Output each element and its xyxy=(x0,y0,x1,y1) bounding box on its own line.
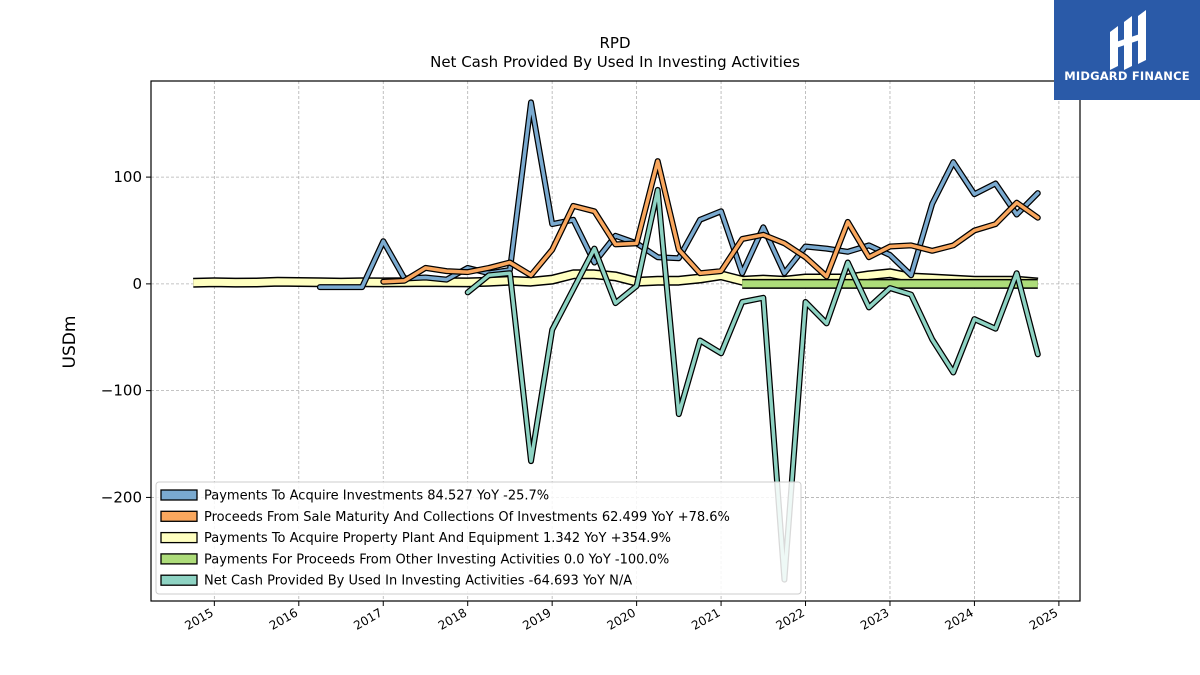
series-layer xyxy=(193,99,1041,583)
legend-swatch xyxy=(160,489,198,501)
x-tick-label: 2017 xyxy=(351,605,384,632)
plot-frame xyxy=(150,80,1081,602)
series-outline xyxy=(380,158,1041,285)
y-tick-label: −200 xyxy=(101,488,142,506)
legend-swatch xyxy=(160,553,198,565)
legend-swatch xyxy=(160,531,198,544)
legend-box xyxy=(155,481,802,595)
x-tick-label: 2015 xyxy=(182,605,215,632)
brand-logo: MIDGARD FINANCE xyxy=(1054,0,1200,100)
x-tick-label: 2020 xyxy=(605,605,638,632)
series-line xyxy=(465,188,1040,582)
series-line xyxy=(381,159,1040,284)
y-axis-label: USDm xyxy=(60,316,80,369)
x-tick-label: 2025 xyxy=(1027,605,1060,632)
legend-label: Payments To Acquire Investments 84.527 Y… xyxy=(204,489,549,504)
series-line xyxy=(318,100,1040,289)
legend-label: Payments To Acquire Property Plant And E… xyxy=(204,531,671,546)
x-tick-label: 2018 xyxy=(436,605,469,632)
y-tick-label: 100 xyxy=(113,168,142,186)
x-tick-label: 2024 xyxy=(942,605,975,632)
legend-label: Proceeds From Sale Maturity And Collecti… xyxy=(204,510,730,525)
legend-swatch xyxy=(160,510,198,522)
x-tick-label: 2023 xyxy=(858,605,891,632)
brand-name: MIDGARD FINANCE xyxy=(1064,69,1190,83)
legend-swatch xyxy=(160,574,198,586)
legend: Payments To Acquire Investments 84.527 Y… xyxy=(155,481,802,595)
chart-subtitle: Net Cash Provided By Used In Investing A… xyxy=(430,53,800,71)
series-line xyxy=(193,269,1039,287)
y-tick-label: −100 xyxy=(101,382,142,400)
legend-label: Net Cash Provided By Used In Investing A… xyxy=(204,574,632,589)
x-tick-label: 2016 xyxy=(267,605,300,632)
legend-label: Payments For Proceeds From Other Investi… xyxy=(204,552,669,567)
brand-logo-icon xyxy=(1054,0,1200,100)
y-tick-label: 0 xyxy=(132,275,142,293)
x-tick-label: 2022 xyxy=(774,605,807,632)
x-tick-label: 2021 xyxy=(689,605,722,632)
x-tick-label: 2019 xyxy=(520,605,553,632)
chart-title: RPD xyxy=(599,34,630,52)
